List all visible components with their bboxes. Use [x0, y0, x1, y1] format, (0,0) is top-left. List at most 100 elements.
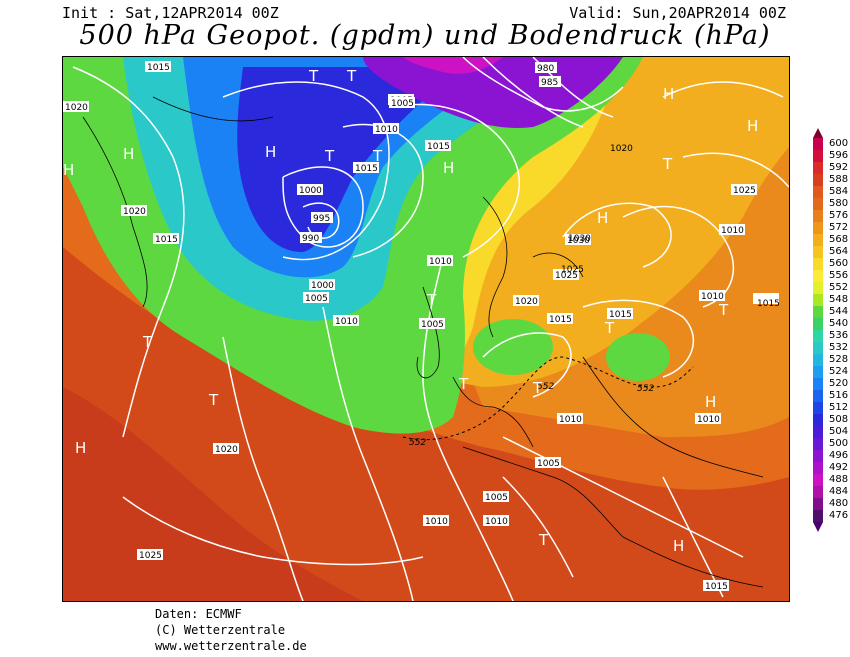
isobar-label: 1010	[429, 257, 452, 267]
scale-label: 580	[829, 198, 849, 209]
isobar-label: 1015	[155, 235, 178, 245]
scale-swatch	[813, 246, 823, 258]
scale-swatch	[813, 138, 823, 150]
coastlines	[82, 96, 764, 588]
high-markers: H H H H H H H H H H	[63, 85, 758, 555]
scale-label: 552	[829, 282, 849, 293]
scale-swatch	[813, 186, 823, 198]
geopot-labels: 552 552 552	[409, 382, 654, 448]
scale-swatch	[813, 150, 823, 162]
low-marker: T	[458, 375, 469, 393]
isobar-label: 985	[541, 78, 558, 88]
valid-time: Valid: Sun,20APR2014 00Z	[569, 4, 786, 22]
footer-source: Daten: ECMWF	[155, 607, 242, 621]
high-marker: H	[443, 159, 454, 177]
scale-label: 588	[829, 174, 849, 185]
scale-label: 536	[829, 330, 849, 341]
low-marker: T	[208, 391, 219, 409]
scale-label: 492	[829, 462, 849, 473]
scale-row: 504	[812, 426, 850, 438]
scale-row: 564	[812, 246, 850, 258]
isobar-label: 1015	[147, 63, 170, 73]
scale-swatch	[813, 270, 823, 282]
scale-row: 576	[812, 210, 850, 222]
isobar-label: 1020	[610, 144, 633, 154]
isobar-label: 990	[302, 234, 319, 244]
scale-row: 520	[812, 378, 850, 390]
fill-deep-blue	[237, 67, 463, 252]
scale-swatch	[813, 162, 823, 174]
scale-swatch	[813, 354, 823, 366]
high-marker: H	[123, 145, 134, 163]
footer-copyright: (C) Wetterzentrale	[155, 623, 286, 637]
scale-row: 600	[812, 138, 850, 150]
scale-row: 532	[812, 342, 850, 354]
scale-row: 516	[812, 390, 850, 402]
isobar-label: 1010	[721, 226, 744, 236]
scale-row: 560	[812, 258, 850, 270]
isobar-label: 1005	[485, 493, 508, 503]
scale-swatch	[813, 426, 823, 438]
isobar-label: 1005	[421, 320, 444, 330]
scale-row: 588	[812, 174, 850, 186]
low-marker: T	[346, 67, 357, 85]
map-title: 500 hPa Geopot. (gpdm) und Bodendruck (h…	[79, 20, 771, 51]
scale-swatch	[813, 294, 823, 306]
high-marker: H	[63, 161, 74, 179]
scale-swatch	[813, 450, 823, 462]
scale-row: 500	[812, 438, 850, 450]
isobar-label: 1005	[391, 99, 414, 109]
scale-swatch	[813, 498, 823, 510]
scale-label: 568	[829, 234, 849, 245]
scale-row: 480	[812, 498, 850, 510]
scale-swatch	[813, 390, 823, 402]
scale-swatch	[813, 462, 823, 474]
scale-swatch	[813, 474, 823, 486]
low-marker: T	[538, 531, 549, 549]
scale-row: 592	[812, 162, 850, 174]
isobar-label: 1000	[299, 186, 322, 196]
low-marker: T	[532, 379, 543, 397]
low-markers: T T T T T T T T T T T T T	[142, 67, 729, 549]
scale-row: 524	[812, 366, 850, 378]
scale-swatch	[813, 486, 823, 498]
weather-map: 1015 1020 1025 1030 1010 1005 1000 995 9…	[62, 56, 790, 602]
isobar-label: 1010	[375, 125, 398, 135]
scale-rows: 600 596 592 588 584 580 576 572 568 564 560 556 552 5…	[812, 138, 850, 522]
scale-label: 560	[829, 258, 849, 269]
isobar-label: 1020	[123, 207, 146, 217]
scale-row: 584	[812, 186, 850, 198]
scale-row: 508	[812, 414, 850, 426]
scale-label: 500	[829, 438, 849, 449]
scale-row: 568	[812, 234, 850, 246]
low-marker: T	[372, 147, 383, 165]
low-marker: T	[604, 319, 615, 337]
scale-row: 572	[812, 222, 850, 234]
scale-label: 556	[829, 270, 849, 281]
map-canvas: 1015 1020 1025 1030 1010 1005 1000 995 9…	[63, 57, 789, 601]
scale-label: 584	[829, 186, 849, 197]
high-marker: H	[75, 439, 86, 457]
isobar-label: 1015	[549, 315, 572, 325]
fill-south-red	[63, 387, 363, 601]
scale-label: 520	[829, 378, 849, 389]
isobar-label: 1030	[568, 234, 591, 244]
scale-label: 544	[829, 306, 849, 317]
scale-swatch	[813, 234, 823, 246]
scale-swatch	[813, 210, 823, 222]
scale-label: 524	[829, 366, 849, 377]
init-time: Init : Sat,12APR2014 00Z	[62, 4, 279, 22]
scale-label: 596	[829, 150, 849, 161]
isobar-labels: 1015 1020 1025 1030 1010 1005 1000 995 9…	[63, 61, 780, 592]
scale-row: 476	[812, 510, 850, 522]
scale-swatch	[813, 318, 823, 330]
isobar-label: 1005	[305, 294, 328, 304]
isobar-label: 1020	[515, 297, 538, 307]
scale-label: 564	[829, 246, 849, 257]
scale-swatch	[813, 342, 823, 354]
scale-top-arrow	[813, 128, 823, 138]
scale-swatch	[813, 222, 823, 234]
geopot-label: 552	[409, 438, 426, 448]
scale-label: 496	[829, 450, 849, 461]
high-marker: H	[663, 85, 674, 103]
